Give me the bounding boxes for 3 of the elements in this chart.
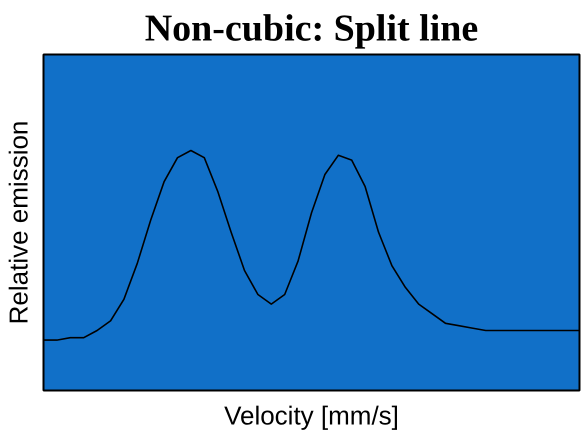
chart-title: Non-cubic: Split line [144,8,478,50]
y-axis-title: Relative emission [4,120,34,324]
x-axis-title: Velocity [mm/s] [224,400,399,430]
